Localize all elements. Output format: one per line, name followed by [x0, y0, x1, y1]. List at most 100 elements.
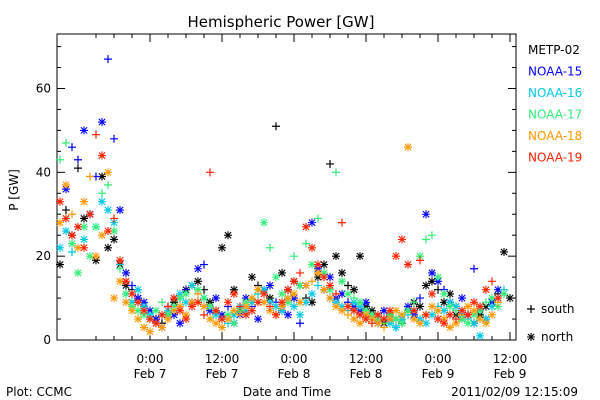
y-tick-label: 20 — [36, 249, 51, 263]
legend-entry-noaa-15: NOAA-15 — [528, 65, 582, 79]
x-tick-time-label: 0:00 — [281, 352, 308, 366]
data-point-south — [56, 155, 64, 164]
data-point-north — [446, 310, 454, 319]
data-point-north — [446, 289, 454, 298]
data-point-south — [488, 277, 496, 286]
data-point-north — [284, 298, 292, 307]
data-point-north — [386, 310, 394, 319]
data-point-north — [410, 315, 418, 324]
data-point-north — [74, 222, 82, 231]
data-point-north — [374, 315, 382, 324]
data-point-south — [428, 231, 436, 240]
data-point-north — [62, 185, 70, 194]
data-point-north — [350, 285, 358, 294]
data-point-north — [98, 231, 106, 240]
data-point-south — [68, 210, 76, 219]
data-point-north — [332, 298, 340, 307]
data-point-north — [260, 285, 268, 294]
data-point-north — [80, 197, 88, 206]
data-point-north — [140, 323, 148, 332]
data-point-north — [242, 298, 250, 307]
data-point-north — [206, 306, 214, 315]
data-point-north — [80, 243, 88, 252]
data-point-north — [182, 298, 190, 307]
data-point-north — [464, 302, 472, 311]
data-point-north — [362, 315, 370, 324]
data-point-south — [206, 168, 214, 177]
data-point-south — [422, 235, 430, 244]
data-point-north — [254, 298, 262, 307]
data-point-north — [212, 294, 220, 303]
data-point-north — [527, 333, 535, 341]
data-point-north — [194, 285, 202, 294]
data-point-north — [248, 294, 256, 303]
data-point-north — [326, 273, 334, 282]
data-point-north — [362, 302, 370, 311]
data-point-south — [104, 180, 112, 189]
data-point-north — [194, 264, 202, 273]
legend-entry-noaa-18: NOAA-18 — [528, 129, 582, 143]
chart-title: Hemispheric Power [GW] — [188, 13, 375, 31]
data-point-north — [116, 206, 124, 215]
data-point-north — [266, 306, 274, 315]
data-point-north — [224, 310, 232, 319]
data-point-north — [146, 306, 154, 315]
data-point-north — [416, 252, 424, 261]
marker-legend-south: south — [541, 302, 575, 316]
data-point-north — [332, 302, 340, 311]
data-point-north — [236, 306, 244, 315]
data-point-north — [422, 319, 430, 328]
data-point-north — [218, 323, 226, 332]
x-tick-time-label: 0:00 — [425, 352, 452, 366]
data-point-north — [386, 319, 394, 328]
data-point-north — [410, 306, 418, 315]
data-point-north — [290, 277, 298, 286]
data-point-north — [170, 294, 178, 303]
data-point-north — [182, 289, 190, 298]
data-point-north — [230, 285, 238, 294]
data-point-north — [362, 298, 370, 307]
data-point-north — [494, 285, 502, 294]
data-point-north — [56, 218, 64, 227]
series-noaa-18 — [56, 143, 502, 336]
data-point-north — [392, 306, 400, 315]
data-point-south — [74, 164, 82, 173]
data-point-south — [332, 168, 340, 177]
data-point-north — [380, 315, 388, 324]
data-point-north — [302, 281, 310, 290]
data-point-north — [440, 289, 448, 298]
data-point-north — [428, 268, 436, 277]
data-point-south — [314, 281, 322, 290]
data-point-north — [434, 315, 442, 324]
data-point-north — [476, 306, 484, 315]
data-point-north — [452, 302, 460, 311]
data-point-north — [296, 281, 304, 290]
data-point-north — [476, 302, 484, 311]
data-point-north — [320, 268, 328, 277]
data-point-south — [68, 247, 76, 256]
data-point-north — [458, 294, 466, 303]
data-point-north — [128, 302, 136, 311]
legend-entry-noaa-16: NOAA-16 — [528, 86, 582, 100]
data-point-north — [320, 260, 328, 269]
data-point-north — [170, 310, 178, 319]
data-point-north — [254, 285, 262, 294]
data-point-north — [350, 302, 358, 311]
data-point-north — [56, 243, 64, 252]
data-point-north — [482, 315, 490, 324]
data-point-north — [440, 319, 448, 328]
data-point-north — [176, 289, 184, 298]
plot-frame — [56, 33, 517, 341]
data-point-north — [314, 273, 322, 282]
data-point-north — [92, 256, 100, 265]
data-point-north — [398, 319, 406, 328]
footer-right: 2011/02/09 12:15:09 — [451, 385, 578, 399]
data-point-north — [164, 315, 172, 324]
data-point-north — [128, 298, 136, 307]
data-point-north — [182, 315, 190, 324]
x-axis-label: Date and Time — [243, 385, 331, 399]
data-point-north — [404, 260, 412, 269]
data-point-north — [440, 315, 448, 324]
data-point-south — [98, 189, 106, 198]
data-point-north — [368, 315, 376, 324]
